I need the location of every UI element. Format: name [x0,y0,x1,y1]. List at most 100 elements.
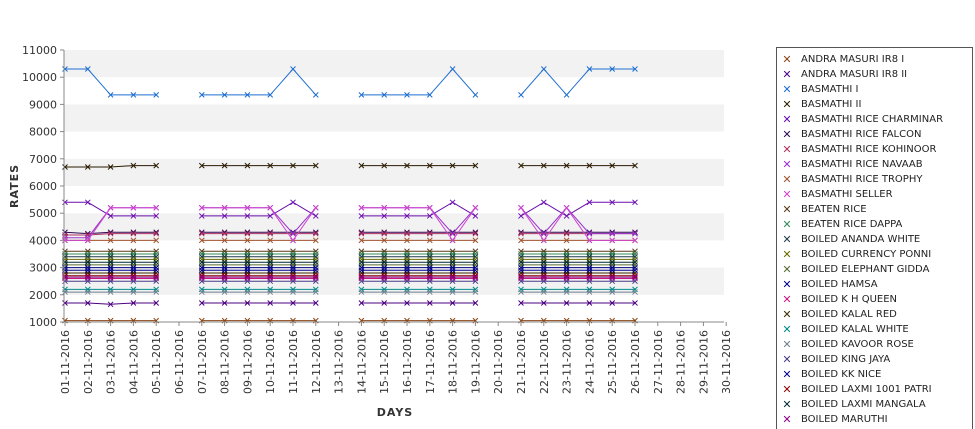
x-tick-label: 13-11-2016 [333,330,346,394]
data-point [563,162,570,169]
legend-marker-icon: ✕ [782,293,792,306]
data-point [404,162,410,169]
data-point [563,213,570,219]
data-point [472,278,479,285]
data-point [221,213,228,219]
data-point [153,267,160,274]
legend-label: BOILED KALAL RED [801,309,897,320]
series-line [201,207,317,242]
legend-label: BOILED MARUTHI [801,414,888,425]
data-point [404,278,410,285]
data-point [221,267,228,274]
series-line [520,207,635,235]
data-point [153,289,160,295]
data-point [426,230,433,237]
data-point [449,267,456,274]
x-tick-label: 22-11-2016 [538,330,551,394]
series-group [62,162,638,170]
data-point [84,237,91,244]
data-point [586,162,593,169]
data-point [426,289,433,295]
grid-band [64,77,724,105]
legend-label: BASMATHI RICE TROPHY [801,174,923,185]
data-point [290,289,296,295]
data-point [62,66,68,72]
x-tick-label: 20-11-2016 [492,330,505,394]
data-point [358,278,365,285]
legend-label: BOILED LAXMI 1001 PATRI [801,384,932,395]
data-point [609,230,616,237]
legend-label: BOILED CURRENCY PONNI [801,249,932,260]
data-point [312,237,319,244]
data-point [62,199,68,206]
data-point [267,259,274,266]
data-point [426,267,433,274]
x-tick-label: 08-11-2016 [219,330,232,394]
data-point [198,230,205,237]
data-point [358,237,365,244]
data-point [563,278,570,285]
data-point [107,278,114,285]
data-point [244,278,251,285]
data-point [449,274,456,280]
data-point [244,162,251,169]
data-point [267,230,274,237]
data-point [290,274,296,280]
x-tick-label: 06-11-2016 [173,330,186,394]
data-point [518,267,524,274]
legend-label: BOILED ANANDA WHITE [801,234,921,245]
series-line [520,206,635,242]
legend-label: BOILED HAMSA [801,279,878,290]
data-point [267,213,274,219]
series-line [361,207,476,242]
data-point [130,259,137,266]
series-group [62,259,638,266]
legend-label: BASMATHI II [801,99,862,110]
x-tick-label: 04-11-2016 [127,330,140,394]
data-point [632,278,638,285]
data-point [198,213,205,219]
y-tick-label: 6000 [29,180,57,193]
data-point [62,267,68,274]
data-point [381,259,388,266]
data-point [586,278,593,285]
data-point [449,162,456,169]
data-point [540,230,547,237]
legend-marker-icon: ✕ [782,113,792,126]
data-point [540,289,547,295]
data-point [540,300,547,306]
legend-label: BASMATHI SELLER [801,189,893,200]
data-point [198,274,205,280]
series-group [62,199,638,219]
legend-label: BOILED KAVOOR ROSE [801,339,914,350]
data-point [130,300,137,306]
data-point [312,274,319,280]
data-point [221,230,228,237]
legend-marker-icon: ✕ [782,98,792,111]
y-tick-label: 9000 [29,98,57,111]
legend-label: ANDRA MASURI IR8 II [801,69,908,80]
data-point [381,162,388,169]
data-point [540,237,547,244]
y-tick-label: 4000 [29,234,57,247]
x-tick-label: 15-11-2016 [378,330,391,394]
data-point [632,230,638,237]
data-point [381,274,388,280]
data-point [267,92,274,98]
data-point [198,204,205,211]
data-point [62,278,68,285]
x-tick-label: 02-11-2016 [82,330,95,394]
data-point [358,289,365,295]
data-point [244,267,251,274]
x-tick-label: 01-11-2016 [59,330,72,394]
legend-label: BASMATHI RICE KOHINOOR [801,144,937,155]
data-point [426,274,433,280]
data-point [130,274,137,280]
data-point [107,274,114,280]
x-tick-label: 17-11-2016 [424,330,437,394]
data-point [472,230,479,237]
data-point [404,274,410,280]
data-point [84,66,91,72]
data-point [586,267,593,274]
data-point [107,92,114,98]
